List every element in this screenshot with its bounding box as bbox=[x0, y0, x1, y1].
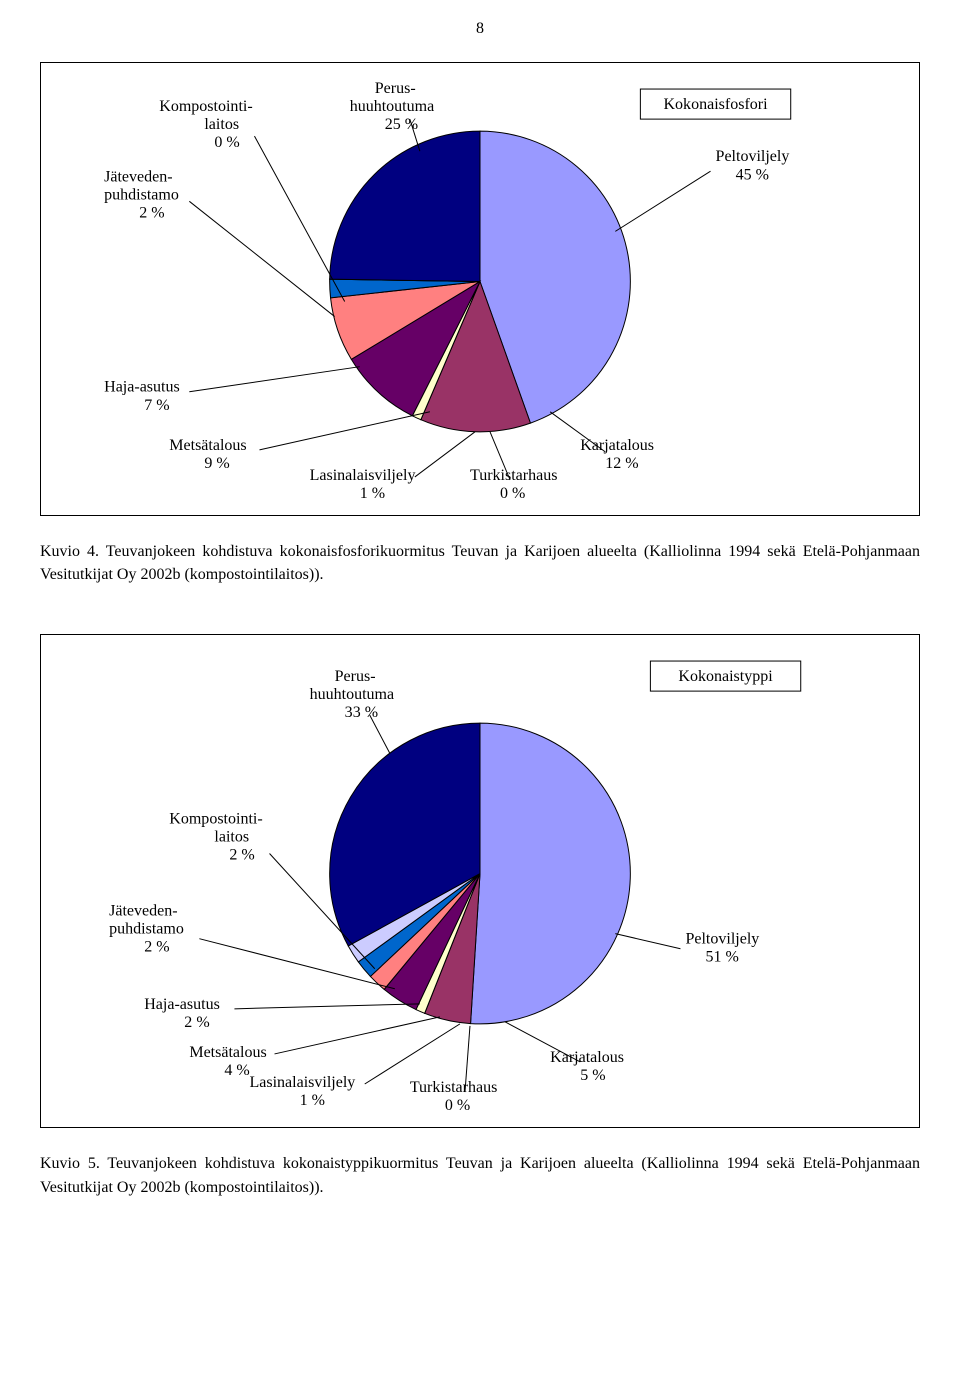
svg-text:5 %: 5 % bbox=[580, 1067, 605, 1084]
svg-text:51 %: 51 % bbox=[706, 949, 739, 966]
chart2-label-hajaasutus: Haja-asutus bbox=[144, 996, 220, 1013]
svg-text:puhdistamo: puhdistamo bbox=[104, 186, 179, 203]
svg-text:0 %: 0 % bbox=[214, 134, 239, 151]
svg-text:laitos: laitos bbox=[204, 116, 239, 133]
svg-text:Karjatalous: Karjatalous bbox=[550, 1049, 624, 1066]
chart2-label-metsatalous: Metsätalous bbox=[189, 1044, 266, 1061]
svg-text:Peltoviljely: Peltoviljely bbox=[685, 931, 759, 948]
svg-text:2 %: 2 % bbox=[144, 939, 169, 956]
svg-text:0 %: 0 % bbox=[500, 485, 525, 502]
svg-text:Metsätalous: Metsätalous bbox=[189, 1044, 266, 1061]
pie-chart-1: Kokonaisfosfori Peltoviljely 45 % Karjat… bbox=[49, 71, 911, 502]
chart1-label-hajaasutus: Haja-asutus bbox=[104, 379, 180, 396]
svg-text:2 %: 2 % bbox=[139, 204, 164, 221]
chart-kokonaisfosfori: Kokonaisfosfori Peltoviljely 45 % Karjat… bbox=[40, 62, 920, 516]
svg-text:Jäteveden-: Jäteveden- bbox=[104, 168, 172, 185]
svg-text:Haja-asutus: Haja-asutus bbox=[144, 996, 220, 1013]
chart1-label-turkistarhaus: Turkistarhaus bbox=[470, 467, 558, 484]
chart2-label-perus-1: Perus- bbox=[335, 668, 376, 685]
pie-slice bbox=[330, 131, 480, 281]
svg-text:7 %: 7 % bbox=[144, 397, 169, 414]
svg-text:Lasinalaisviljely: Lasinalaisviljely bbox=[310, 467, 416, 484]
chart2-label-jateveden-1: Jäteveden- bbox=[109, 903, 177, 920]
pie-slice bbox=[471, 724, 631, 1025]
page-number: 8 bbox=[40, 20, 920, 38]
svg-text:Kompostointi-: Kompostointi- bbox=[169, 811, 262, 828]
svg-text:laitos: laitos bbox=[214, 829, 249, 846]
chart2-label-perus-2: huuhtoutuma bbox=[310, 687, 395, 704]
svg-text:Haja-asutus: Haja-asutus bbox=[104, 379, 180, 396]
svg-text:Peltoviljely: Peltoviljely bbox=[716, 148, 790, 165]
svg-text:45 %: 45 % bbox=[736, 166, 769, 183]
chart1-label-jateveden-2: puhdistamo bbox=[104, 186, 179, 203]
chart2-label-karjatalous: Karjatalous bbox=[550, 1049, 624, 1066]
svg-text:33 %: 33 % bbox=[345, 705, 378, 722]
chart2-label-jateveden-2: puhdistamo bbox=[109, 921, 184, 938]
svg-text:Lasinalaisviljely: Lasinalaisviljely bbox=[249, 1074, 355, 1091]
svg-text:Jäteveden-: Jäteveden- bbox=[109, 903, 177, 920]
chart2-label-kompost-1: Kompostointi- bbox=[169, 811, 262, 828]
svg-text:huuhtoutuma: huuhtoutuma bbox=[310, 687, 395, 704]
svg-text:25 %: 25 % bbox=[385, 116, 418, 133]
svg-text:2 %: 2 % bbox=[229, 847, 254, 864]
chart1-title: Kokonaisfosfori bbox=[663, 96, 768, 113]
chart1-label-perus-1: Perus- bbox=[375, 80, 416, 97]
svg-text:4 %: 4 % bbox=[224, 1062, 249, 1079]
pie-chart-2: Kokonaistyppi Peltoviljely 51 % Karjatal… bbox=[49, 643, 911, 1114]
chart1-label-lasinalaisviljely: Lasinalaisviljely bbox=[310, 467, 416, 484]
chart2-label-kompost-2: laitos bbox=[214, 829, 249, 846]
svg-text:1 %: 1 % bbox=[300, 1092, 325, 1109]
svg-text:Perus-: Perus- bbox=[375, 80, 416, 97]
svg-text:1 %: 1 % bbox=[360, 485, 385, 502]
chart1-label-karjatalous: Karjatalous bbox=[580, 437, 654, 454]
svg-text:Karjatalous: Karjatalous bbox=[580, 437, 654, 454]
chart1-label-peltoviljely: Peltoviljely bbox=[716, 148, 790, 165]
svg-text:huuhtoutuma: huuhtoutuma bbox=[350, 98, 435, 115]
caption-chart1: Kuvio 4. Teuvanjokeen kohdistuva kokonai… bbox=[40, 540, 920, 586]
svg-text:9 %: 9 % bbox=[204, 455, 229, 472]
svg-text:Metsätalous: Metsätalous bbox=[169, 437, 246, 454]
svg-text:Turkistarhaus: Turkistarhaus bbox=[470, 467, 558, 484]
svg-text:0 %: 0 % bbox=[445, 1097, 470, 1114]
svg-text:Perus-: Perus- bbox=[335, 668, 376, 685]
svg-text:Kompostointi-: Kompostointi- bbox=[159, 98, 252, 115]
svg-text:Turkistarhaus: Turkistarhaus bbox=[410, 1079, 498, 1096]
chart1-label-metsatalous: Metsätalous bbox=[169, 437, 246, 454]
chart2-label-peltoviljely: Peltoviljely bbox=[685, 931, 759, 948]
chart2-title: Kokonaistyppi bbox=[678, 668, 773, 685]
svg-text:12 %: 12 % bbox=[605, 455, 638, 472]
svg-text:puhdistamo: puhdistamo bbox=[109, 921, 184, 938]
chart2-label-lasinalaisviljely: Lasinalaisviljely bbox=[249, 1074, 355, 1091]
svg-text:2 %: 2 % bbox=[184, 1014, 209, 1031]
chart1-label-kompost-1: Kompostointi- bbox=[159, 98, 252, 115]
chart2-label-turkistarhaus: Turkistarhaus bbox=[410, 1079, 498, 1096]
chart1-label-jateveden-1: Jäteveden- bbox=[104, 168, 172, 185]
caption-chart2: Kuvio 5. Teuvanjokeen kohdistuva kokonai… bbox=[40, 1152, 920, 1198]
chart1-label-kompost-2: laitos bbox=[204, 116, 239, 133]
chart-kokonaistyppi: Kokonaistyppi Peltoviljely 51 % Karjatal… bbox=[40, 634, 920, 1128]
chart1-label-perus-2: huuhtoutuma bbox=[350, 98, 435, 115]
